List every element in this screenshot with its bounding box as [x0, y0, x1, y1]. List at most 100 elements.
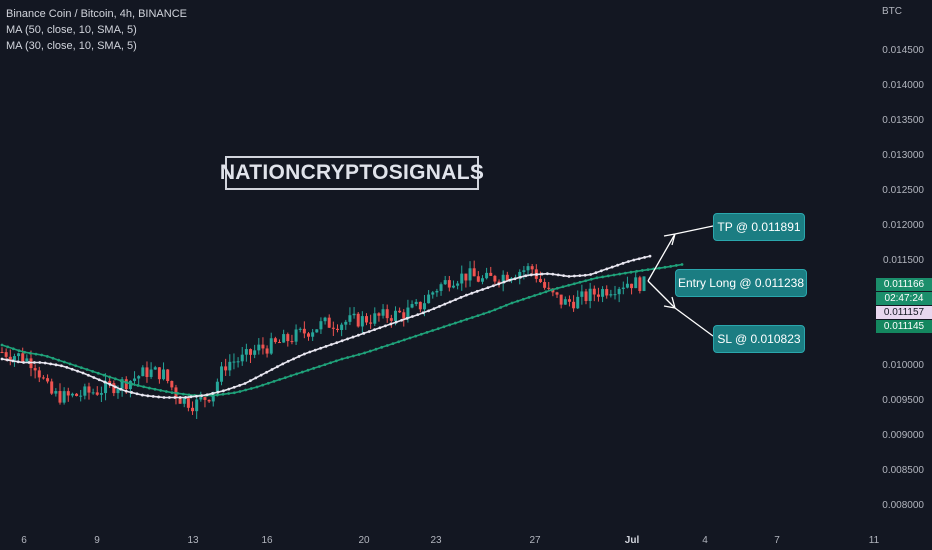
ma30-series-marker — [189, 395, 193, 399]
sl-callout[interactable]: SL @ 0.010823 — [713, 325, 805, 353]
ma30-series-marker — [556, 273, 560, 277]
ma50-series-marker — [227, 392, 231, 395]
candle-body — [191, 407, 195, 412]
ma30-series-marker — [151, 394, 155, 398]
candle-body — [431, 292, 435, 295]
ma30-series-marker — [497, 282, 501, 286]
ma50-series-marker — [436, 327, 440, 331]
candle-body — [596, 294, 600, 297]
candle-body — [439, 284, 443, 291]
candle-body — [472, 268, 476, 277]
candle-body — [215, 381, 219, 392]
ma50-series-marker — [465, 317, 469, 321]
ma50-series-marker — [28, 351, 32, 355]
ma50-series-marker — [57, 358, 61, 362]
ma30-series-marker — [33, 361, 36, 364]
ma50-series-marker — [289, 374, 293, 378]
symbol-title: Binance Coin / Bitcoin, 4h, BINANCE — [6, 8, 187, 20]
candle-body — [46, 378, 50, 382]
ma50-series-marker — [476, 314, 480, 317]
ma30-series-marker — [583, 273, 587, 277]
ma30-series-marker — [119, 387, 123, 391]
candle-body — [70, 393, 74, 396]
ma30-series-marker — [616, 263, 619, 267]
ma50-series-marker — [17, 349, 21, 352]
candle-body — [601, 289, 605, 297]
ma50-series-marker — [329, 361, 333, 365]
candle-body — [137, 376, 141, 379]
price-tick-label: 0.013500 — [882, 115, 924, 126]
sl-arrowhead — [663, 305, 676, 309]
ma50-series-marker — [538, 292, 542, 296]
ma30-series-marker — [459, 296, 463, 299]
candle-body — [505, 274, 509, 281]
ma30-series-marker — [276, 365, 279, 369]
tp-callout[interactable]: TP @ 0.011891 — [713, 213, 805, 241]
ma50-series-marker — [527, 296, 531, 299]
ma50-series-marker — [261, 383, 265, 387]
sl-arrowhead — [671, 296, 676, 309]
candle-body — [393, 310, 397, 321]
ma30-series-marker — [6, 358, 9, 362]
tp-arrowhead — [671, 233, 676, 246]
ma50-series-marker — [142, 385, 146, 389]
ma50-series-marker — [555, 286, 559, 290]
ma30-series-marker — [216, 390, 220, 394]
candle-body — [485, 272, 489, 279]
ma50-series-marker — [584, 279, 588, 283]
ma30-series-marker — [16, 360, 20, 364]
candle-body — [12, 356, 16, 361]
ma50-series-marker — [606, 274, 610, 278]
ma30-series-marker — [529, 273, 533, 277]
ma30-series-marker — [97, 378, 101, 382]
time-tick-label: 6 — [21, 535, 27, 546]
tp-connector — [674, 225, 714, 235]
price-tick-label: 0.012500 — [882, 185, 924, 196]
ma50-series-marker — [6, 345, 10, 349]
candle-body — [567, 299, 571, 302]
candle-body — [166, 369, 170, 381]
candle-body — [555, 292, 559, 295]
ma50-series-marker — [482, 312, 486, 316]
ma30-series-marker — [11, 359, 15, 363]
candle-body — [331, 327, 335, 329]
ma50-series — [0, 263, 684, 397]
ma50-series-marker — [300, 370, 304, 374]
sl-connector — [674, 307, 714, 337]
candle-body — [538, 278, 542, 283]
ma30-series-marker — [124, 389, 128, 393]
ma30-series-marker — [411, 315, 414, 318]
candle-body — [25, 358, 29, 362]
ma50-series-marker — [278, 378, 282, 381]
candle-body — [451, 285, 455, 288]
ma30-series-marker — [524, 274, 528, 278]
candle-body — [559, 294, 563, 305]
ma30-series-marker — [43, 361, 47, 365]
ma30-series-marker — [540, 272, 544, 276]
candle-body — [87, 386, 91, 393]
ma50-series-marker — [442, 325, 446, 329]
ma50-series-marker — [674, 264, 678, 267]
ma50-series-marker — [91, 369, 95, 373]
price-tick-label: 0.010000 — [882, 360, 924, 371]
ma30-series-marker — [227, 387, 231, 391]
ma30-series-marker — [205, 393, 209, 397]
ma30-series-marker — [443, 302, 447, 306]
ma30-series-marker — [551, 272, 555, 276]
tp-arrow-line — [647, 233, 676, 282]
candle-body — [406, 307, 410, 319]
ma50-series-marker — [232, 391, 236, 395]
price-tick-label: 0.012000 — [882, 220, 924, 231]
candle-body — [468, 268, 472, 281]
candle-body — [41, 377, 45, 379]
candle-body — [116, 388, 120, 394]
candle-body — [265, 348, 269, 354]
candle-body — [563, 299, 567, 305]
entry-callout[interactable]: Entry Long @ 0.011238 — [675, 269, 807, 297]
ma30-series-marker — [195, 394, 198, 398]
ma30-series-marker — [394, 320, 398, 324]
candle-body — [99, 393, 103, 395]
ma50-series-marker — [448, 323, 452, 327]
candle-body — [108, 381, 112, 384]
